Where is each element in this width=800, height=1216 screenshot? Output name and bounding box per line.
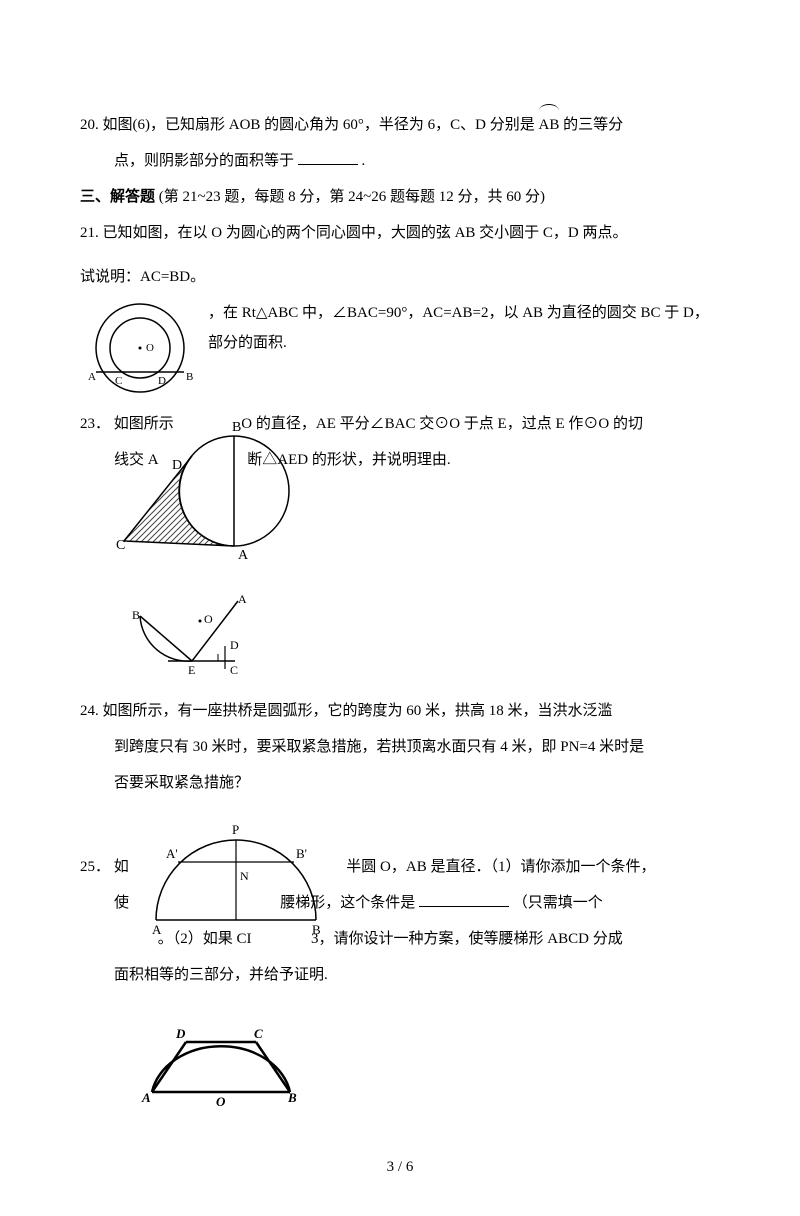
q25-block: P A' B' N A B 25． 如 半圆 O，AB 是直径．（1）请你添加一…	[80, 822, 720, 990]
q20-text-d: .	[362, 153, 366, 169]
q21-line1: 21. 已知如图，在以 O 为圆心的两个同心圆中，大圆的弦 AB 交小圆于 C，…	[80, 218, 720, 248]
q23-line1: 23． 如图所示 O 的直径，AE 平分∠BAC 交⊙O 于点 E，过点 E 作…	[80, 409, 720, 439]
q25-B: B	[312, 922, 321, 937]
q20-arc-ab: AB	[539, 110, 560, 140]
q20-line2: 点，则阴影部分的面积等于 .	[80, 146, 720, 176]
q23-text-b: O 的直径，AE 平分∠BAC 交⊙O 于点 E，过点 E 作⊙O 的切	[241, 416, 643, 432]
label-D: D	[158, 375, 166, 387]
q25-text-h: 面积相等的三部分，并给予证明.	[114, 967, 328, 983]
q24-text-a: 如图所示，有一座拱桥是圆弧形，它的跨度为 60 米，拱高 18 米，当洪水泛滥	[103, 703, 613, 719]
q23b-E: E	[188, 663, 195, 676]
page-container: 20. 如图(6)，已知扇形 AOB 的圆心角为 60°，半径为 6，C、D 分…	[0, 0, 800, 1216]
label-O: O	[146, 342, 154, 354]
q21-figwrap: O A C D B ，在 Rt△ABC 中，∠BAC=90°，AC=AB=2，以…	[80, 298, 720, 403]
q24-line3: 否要采取紧急措施？	[80, 768, 720, 798]
q21-text-b: 试说明：AC=BD。	[80, 269, 205, 285]
q25-A1: A'	[166, 846, 178, 861]
q25b-B: B	[287, 1090, 297, 1105]
q25-figure-bottom: A B C D O	[136, 1014, 720, 1109]
q25-text-c: 使	[114, 895, 129, 911]
q25-text-e: （只需填一个	[513, 895, 603, 911]
q25-A: A	[152, 922, 162, 937]
q24-text-b: 到跨度只有 30 米时，要采取紧急措施，若拱顶离水面只有 4 米，即 PN=4 …	[114, 739, 644, 755]
q23-text-a: 如图所示	[114, 416, 174, 432]
q20-num: 20.	[80, 117, 99, 133]
q23b-B: B	[132, 608, 140, 622]
label-A: A	[88, 371, 96, 383]
q23b-A: A	[238, 592, 247, 606]
section3-paren: (第 21~23 题，每题 8 分，第 24~26 题每题 12 分，共 60 …	[159, 189, 545, 205]
page-footer: 3 / 6	[80, 1159, 720, 1176]
q25b-C: C	[254, 1026, 263, 1041]
q25-text-g: 3，请你设计一种方案，使等腰梯形 ABCD 分成	[311, 931, 623, 947]
q25-P: P	[232, 822, 239, 837]
q23-lb-A: A	[238, 548, 249, 561]
q21-line2: 试说明：AC=BD。	[80, 262, 720, 292]
q21-fig-line2: 部分的面积.	[208, 328, 720, 358]
q21-text-a: 已知如图，在以 O 为圆心的两个同心圆中，大圆的弦 AB 交小圆于 C，D 两点…	[103, 225, 628, 241]
q25-num: 25．	[80, 859, 110, 875]
q23-svg2: O A B E C D	[130, 581, 260, 676]
q23b-D: D	[230, 638, 239, 652]
q25-line4: 面积相等的三部分，并给予证明.	[80, 960, 720, 990]
q23b-C: C	[230, 663, 238, 676]
q25-text-a: 如	[114, 859, 129, 875]
label-B: B	[186, 371, 193, 383]
q25-figure-top: P A' B' N A B	[136, 802, 336, 942]
q23-lb-C: C	[116, 538, 125, 553]
q23-block: B A C D 23． 如图所示 O 的直径，AE 平分∠BAC 交⊙O 于点 …	[80, 409, 720, 581]
q25-N: N	[240, 869, 249, 883]
section3: 三、解答题 (第 21~23 题，每题 8 分，第 24~26 题每题 12 分…	[80, 182, 720, 212]
q21-flow: ，在 Rt△ABC 中，∠BAC=90°，AC=AB=2，以 AB 为直径的圆交…	[208, 298, 720, 358]
q20-blank	[298, 149, 358, 165]
q23b-O: O	[204, 612, 213, 626]
q23-figure-bottom: O A B E C D	[130, 581, 720, 676]
q20-text-b: 的三等分	[563, 117, 623, 133]
arc-mark	[539, 104, 560, 111]
q21-fig-line1: ，在 Rt△ABC 中，∠BAC=90°，AC=AB=2，以 AB 为直径的圆交…	[208, 298, 720, 328]
q21-figure: O A C D B	[80, 298, 200, 403]
q21-num: 21.	[80, 225, 99, 241]
q25b-O: O	[216, 1094, 226, 1109]
q25-text-b: 半圆 O，AB 是直径．（1）请你添加一个条件，	[346, 859, 655, 875]
q20-line1: 20. 如图(6)，已知扇形 AOB 的圆心角为 60°，半径为 6，C、D 分…	[80, 110, 720, 140]
section3-heading: 三、解答题	[80, 189, 155, 205]
page-number: 3 / 6	[387, 1159, 414, 1175]
q24-line1: 24. 如图所示，有一座拱桥是圆弧形，它的跨度为 60 米，拱高 18 米，当洪…	[80, 696, 720, 726]
concentric-circles-svg: O A C D B	[80, 298, 200, 403]
q25b-D: D	[175, 1026, 186, 1041]
q25-B1: B'	[296, 846, 307, 861]
q24-num: 24.	[80, 703, 99, 719]
q23-num: 23．	[80, 416, 110, 432]
q24-text-c: 否要采取紧急措施？	[114, 775, 249, 791]
q25b-A: A	[141, 1090, 151, 1105]
label-C: C	[115, 375, 122, 387]
q20-arc-label: AB	[539, 117, 560, 133]
q25-svg1: P A' B' N A B	[136, 802, 336, 942]
q25-blank	[419, 891, 509, 907]
q20-text-c: 点，则阴影部分的面积等于	[114, 153, 294, 169]
q23-lb-D: D	[172, 458, 182, 473]
q24-line2: 到跨度只有 30 米时，要采取紧急措施，若拱顶离水面只有 4 米，即 PN=4 …	[80, 732, 720, 762]
q20-text-a: 如图(6)，已知扇形 AOB 的圆心角为 60°，半径为 6，C、D 分别是	[103, 117, 535, 133]
q25-svg2: A B C D O	[136, 1014, 306, 1109]
